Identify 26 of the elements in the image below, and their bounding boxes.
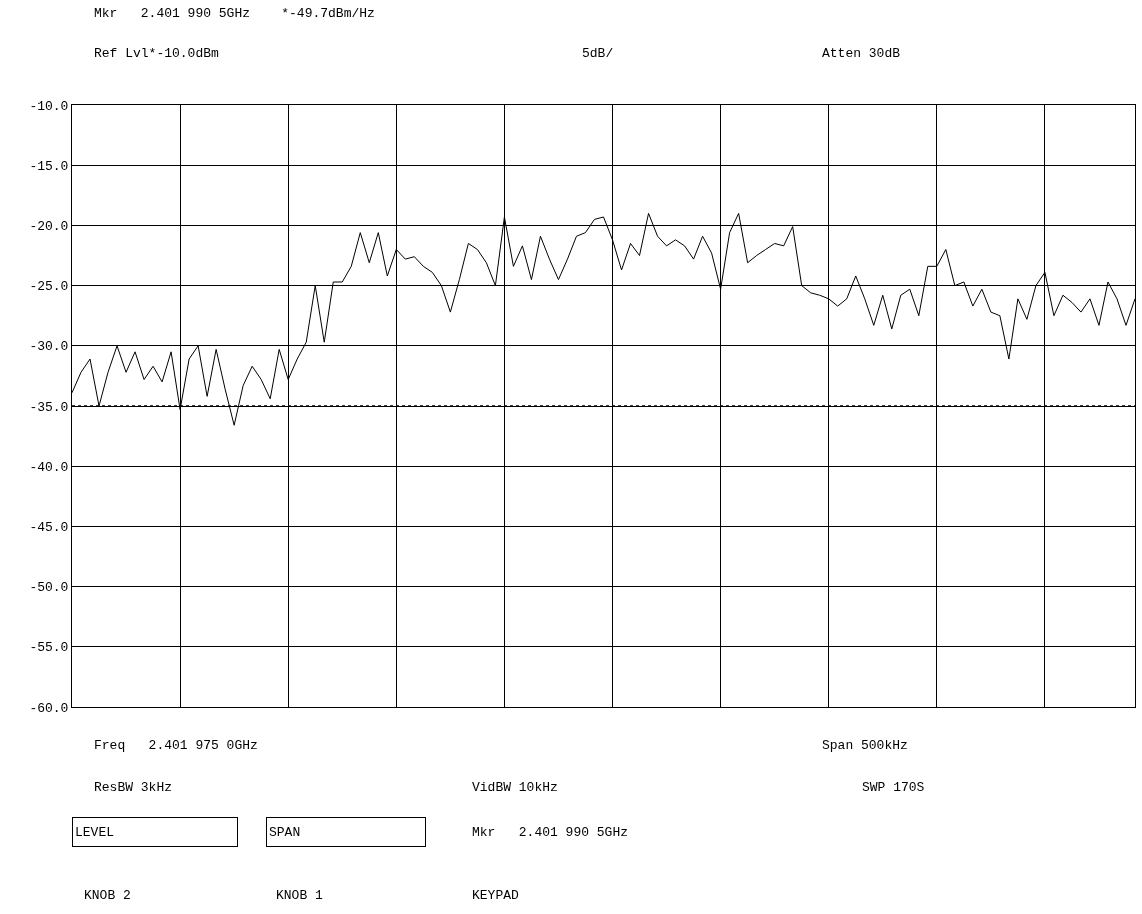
y-tick-label: -60.0	[29, 700, 69, 716]
text: LEVEL	[75, 824, 115, 840]
text: Mkr 2.401 990 5GHz *-49.7dBm/Hz	[94, 6, 375, 21]
text: SWP 170S	[862, 780, 925, 795]
y-tick-label: -25.0	[29, 279, 69, 295]
y-tick-label: -10.0	[29, 98, 69, 114]
text: Ref Lvl*-10.0dBm	[94, 46, 220, 61]
y-tick-label: -30.0	[29, 339, 69, 355]
text: KEYPAD	[472, 888, 520, 903]
y-tick-label: -50.0	[29, 580, 69, 596]
y-tick-label: -35.0	[29, 399, 69, 415]
text: KNOB 2	[84, 888, 131, 903]
text: VidBW 10kHz	[472, 780, 558, 795]
text: ResBW 3kHz	[94, 780, 173, 795]
y-tick-label: -40.0	[29, 459, 69, 475]
y-tick-label: -20.0	[29, 218, 69, 234]
text: Mkr 2.401 990 5GHz	[472, 825, 629, 840]
text: SPAN	[269, 824, 301, 840]
y-tick-label: -45.0	[29, 519, 69, 535]
text: Freq 2.401 975 0GHz	[94, 738, 258, 753]
y-tick-label: -55.0	[29, 640, 69, 656]
y-tick-label: -15.0	[29, 158, 69, 174]
text: Atten 30dB	[822, 46, 901, 61]
text: Span 500kHz	[822, 738, 908, 753]
text: 5dB/	[582, 46, 614, 61]
text: KNOB 1	[276, 888, 324, 903]
